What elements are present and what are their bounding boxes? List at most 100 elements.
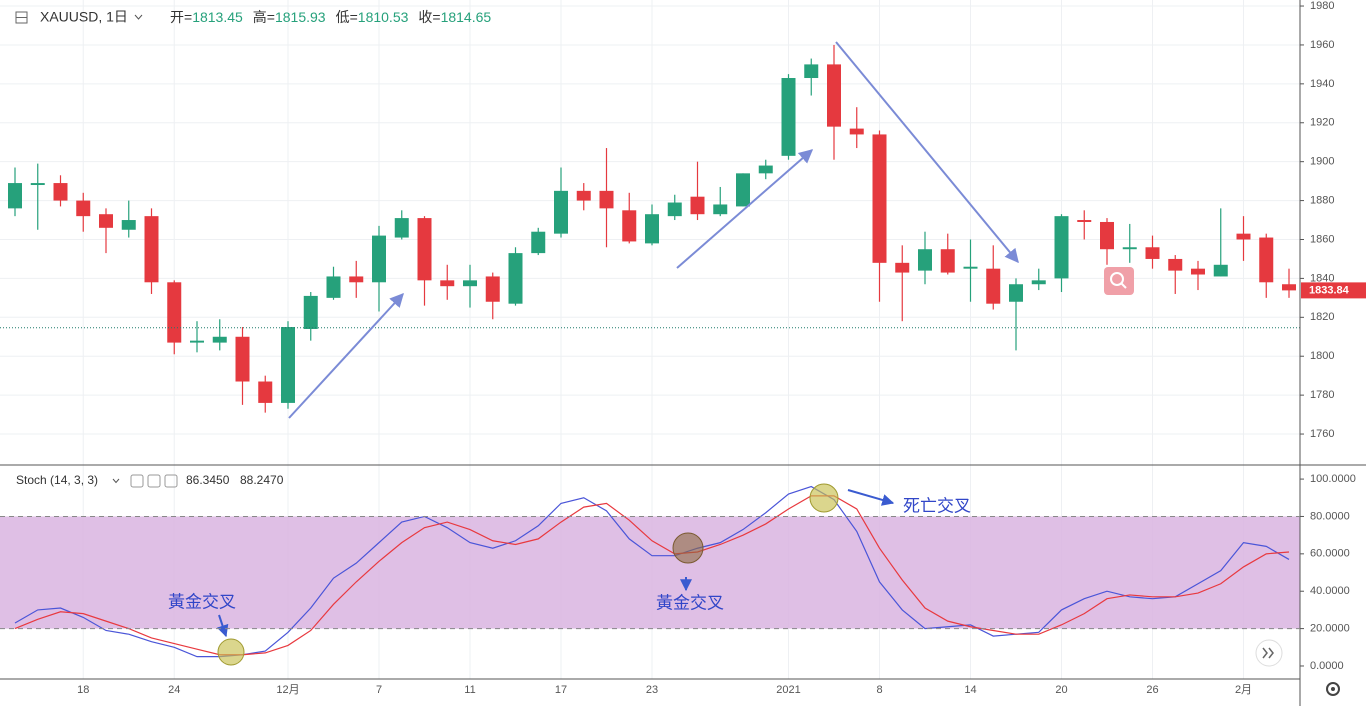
candle-body bbox=[508, 253, 523, 304]
annotation: 黃金交叉 bbox=[168, 592, 236, 611]
candle-body bbox=[576, 190, 591, 201]
candle-body bbox=[781, 78, 796, 156]
y-tick-label: 1840 bbox=[1310, 272, 1334, 284]
candle-body bbox=[417, 218, 432, 281]
readout-label: 开= bbox=[170, 9, 192, 25]
readout-value: 1810.53 bbox=[358, 9, 409, 25]
candle-body bbox=[190, 340, 204, 343]
candle-body bbox=[1145, 247, 1160, 259]
ohlc-readout: 开=1813.45 高=1815.93 低=1810.53 收=1814.65 bbox=[170, 9, 491, 25]
y-tick-label: 40.0000 bbox=[1310, 585, 1350, 597]
candle-body bbox=[554, 190, 568, 234]
candle-body bbox=[303, 295, 318, 329]
zoom-button[interactable] bbox=[1104, 267, 1134, 295]
y-tick-label: 1760 bbox=[1310, 428, 1334, 440]
dropdown-icon[interactable] bbox=[112, 478, 120, 484]
dropdown-icon[interactable] bbox=[134, 14, 143, 20]
candle-body bbox=[986, 268, 1001, 304]
candle-body bbox=[1077, 220, 1092, 222]
x-tick-label: 26 bbox=[1146, 684, 1158, 696]
x-tick-label: 12月 bbox=[276, 684, 299, 696]
settings-gear[interactable] bbox=[1326, 682, 1340, 696]
x-tick-label: 8 bbox=[876, 684, 882, 696]
x-tick-label: 18 bbox=[77, 684, 89, 696]
y-tick-label: 100.0000 bbox=[1310, 473, 1356, 485]
remove-button[interactable] bbox=[164, 474, 178, 488]
y-tick-label: 1960 bbox=[1310, 39, 1334, 51]
settings-gear bbox=[1331, 687, 1335, 691]
candle-body bbox=[713, 204, 728, 215]
cross-marker bbox=[672, 532, 704, 564]
y-tick-label: 1940 bbox=[1310, 78, 1334, 90]
y-tick-label: 1920 bbox=[1310, 117, 1334, 129]
indicator-value: 88.2470 bbox=[240, 473, 284, 487]
candle-body bbox=[1191, 268, 1205, 275]
trend-arrow bbox=[288, 292, 404, 419]
candle-body bbox=[531, 231, 546, 254]
zoom-icon bbox=[1110, 272, 1124, 286]
candle-body bbox=[690, 196, 705, 215]
candle-body bbox=[895, 262, 910, 273]
candle-body bbox=[1259, 237, 1274, 283]
candle-body bbox=[918, 249, 932, 271]
candle-body bbox=[872, 134, 887, 263]
candle-body bbox=[1282, 284, 1296, 291]
candle-body bbox=[8, 183, 22, 209]
candle-body bbox=[76, 200, 91, 217]
y-tick-label: 0.0000 bbox=[1310, 660, 1344, 672]
y-tick-label: 1860 bbox=[1310, 233, 1334, 245]
candle-body bbox=[1009, 284, 1023, 302]
symbol[interactable]: XAUUSD, 1日 bbox=[40, 9, 128, 25]
visibility-button[interactable] bbox=[130, 474, 144, 488]
y-tick-label: 1800 bbox=[1310, 350, 1334, 362]
note-arrow bbox=[847, 489, 895, 506]
candle-body bbox=[1100, 221, 1114, 250]
candle-body bbox=[99, 214, 113, 228]
candle-body bbox=[281, 327, 295, 403]
candle-body bbox=[599, 190, 614, 209]
settings-button[interactable] bbox=[147, 474, 161, 488]
candle-body bbox=[394, 218, 409, 238]
cross-marker bbox=[217, 638, 245, 666]
annotation: 死亡交叉 bbox=[903, 496, 971, 515]
candle-body bbox=[736, 173, 750, 207]
candle-body bbox=[1168, 258, 1183, 271]
candle-body bbox=[1054, 216, 1069, 279]
x-tick-label: 2月 bbox=[1235, 684, 1252, 696]
candle-body bbox=[440, 280, 455, 287]
candle-body bbox=[121, 220, 136, 230]
candle-body bbox=[485, 276, 500, 302]
candle-body bbox=[258, 381, 273, 403]
trend-arrow bbox=[676, 149, 814, 269]
y-tick-label: 1820 bbox=[1310, 311, 1334, 323]
scroll-button[interactable] bbox=[1255, 639, 1283, 667]
candle-body bbox=[1236, 233, 1251, 240]
candle-body bbox=[1213, 264, 1228, 277]
candle-body bbox=[30, 183, 45, 186]
annotation: 黃金交叉 bbox=[656, 593, 724, 612]
y-tick-label: 1900 bbox=[1310, 156, 1334, 168]
candle-body bbox=[940, 249, 955, 273]
candle-body bbox=[1031, 280, 1046, 285]
candle-body bbox=[849, 128, 864, 135]
candle-body bbox=[963, 266, 978, 269]
indicator-title[interactable]: Stoch (14, 3, 3) bbox=[16, 473, 98, 487]
readout-value: 1813.45 bbox=[192, 9, 243, 25]
candle-body bbox=[235, 336, 250, 382]
candle-body bbox=[53, 183, 68, 201]
last-price-label: 1833.84 bbox=[1309, 284, 1350, 296]
candle-body bbox=[212, 336, 227, 343]
candle-body bbox=[667, 202, 682, 217]
readout-value: 1814.65 bbox=[441, 9, 492, 25]
cross-marker bbox=[809, 483, 839, 513]
candle-body bbox=[622, 210, 637, 242]
last-price-tag bbox=[1301, 282, 1366, 299]
y-tick-label: 1880 bbox=[1310, 194, 1334, 206]
stoch-band bbox=[0, 516, 1300, 629]
y-tick-label: 20.0000 bbox=[1310, 623, 1350, 635]
x-tick-label: 20 bbox=[1055, 684, 1067, 696]
x-tick-label: 7 bbox=[376, 684, 382, 696]
candle-body bbox=[463, 280, 477, 287]
x-tick-label: 17 bbox=[555, 684, 567, 696]
